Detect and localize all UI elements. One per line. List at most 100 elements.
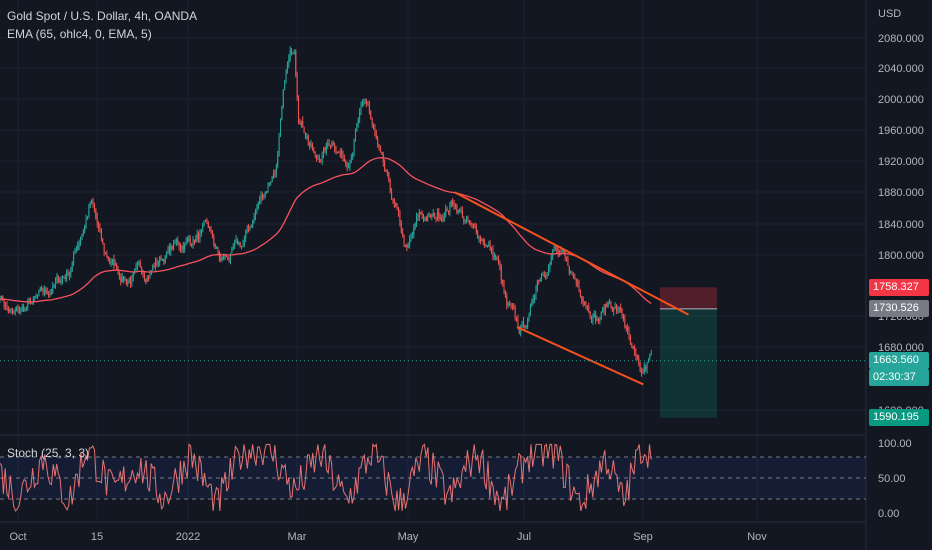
candle-body [492,247,494,256]
candle-body [9,310,11,312]
candle-body [38,290,40,295]
candle-body [230,253,232,260]
candle-body [420,212,422,214]
candle-body [17,307,19,311]
candle-body [192,239,194,247]
candle-body [529,306,531,315]
candle-body [98,223,100,228]
candle-body [423,214,425,219]
candle-body [368,104,370,112]
candle-body [402,232,404,235]
candle-body [118,272,120,278]
candle-body [410,236,412,240]
candle-body [567,257,569,266]
candle-body [173,242,175,249]
candle-body [186,238,188,242]
candle-body [41,287,43,291]
candle-body [91,199,93,203]
candle-body [622,314,624,319]
candle-body [611,306,613,312]
candle-body [196,233,198,240]
candle-body [239,242,241,248]
candle-body [349,160,351,167]
trendline-lower[interactable] [516,326,644,386]
candle-body [649,354,651,360]
candle-body [161,258,163,261]
candle-body [123,276,125,281]
target-zone[interactable] [659,308,718,418]
candle-body [459,209,461,211]
candle-body [478,237,480,239]
candle-body [450,201,452,206]
candle-body [635,352,637,356]
candle-body [117,270,119,273]
candle-body [546,275,548,277]
candle-body [481,240,483,242]
candle-body [352,152,354,158]
candle-body [195,239,197,243]
candle-body [366,101,368,104]
candle-body [216,247,218,249]
candle-body [339,152,341,155]
candle-body [375,133,377,140]
candle-body [503,282,505,292]
candle-body [259,200,261,202]
candle-body [379,147,381,152]
candle-body [493,255,495,257]
candle-body [370,111,372,118]
candle-body [250,226,252,228]
candle-body [50,293,52,295]
candle-body [528,314,530,320]
target-price-tag: 1590.195 [869,409,929,427]
stoch-line [0,443,652,512]
candle-body [228,259,230,261]
candle-body [620,307,622,312]
y-tick-label: 2000.000 [878,94,924,106]
candle-body [139,262,141,268]
candle-body [342,150,344,159]
candle-body [23,306,25,312]
candle-body [572,273,574,277]
candle-body [404,244,406,246]
candle-body [507,304,509,306]
candle-body [278,136,280,155]
candle-body [53,284,55,287]
candle-body [413,227,415,235]
candle-body [304,132,306,138]
candle-body [446,209,448,212]
candle-body [325,144,327,151]
candle-body [59,281,61,283]
candle-body [170,246,172,252]
price-axis[interactable]: 2080.000 2040.000 2000.000 1960.000 1920.000… [878,33,924,520]
candle-body [392,199,394,201]
trendlines[interactable] [454,191,689,386]
candle-body [310,143,312,146]
candle-body [288,58,290,65]
candle-body [331,143,333,147]
candle-body [45,288,47,291]
candle-body [599,318,601,321]
short-position-tool[interactable] [659,287,718,418]
stop-zone[interactable] [659,287,718,309]
bar-countdown: 02:30:37 [869,369,929,387]
candle-body [127,282,129,284]
candle-body [311,143,313,150]
candle-body [191,243,193,247]
candle-body [409,239,411,245]
candle-body [625,326,627,329]
candle-body [260,194,262,201]
time-axis[interactable]: Oct 15 2022 Mar May Jul Sep Nov [9,531,767,543]
candle-body [584,302,586,304]
candle-body [641,372,643,374]
candle-body [442,218,444,222]
candle-body [246,228,248,231]
candle-body [489,244,491,251]
trendline-upper[interactable] [454,191,689,316]
candle-body [556,247,558,252]
candle-body [298,98,300,123]
candle-body [130,280,132,284]
candle-body [470,222,472,224]
candle-body [99,227,101,230]
candle-body [536,280,538,288]
